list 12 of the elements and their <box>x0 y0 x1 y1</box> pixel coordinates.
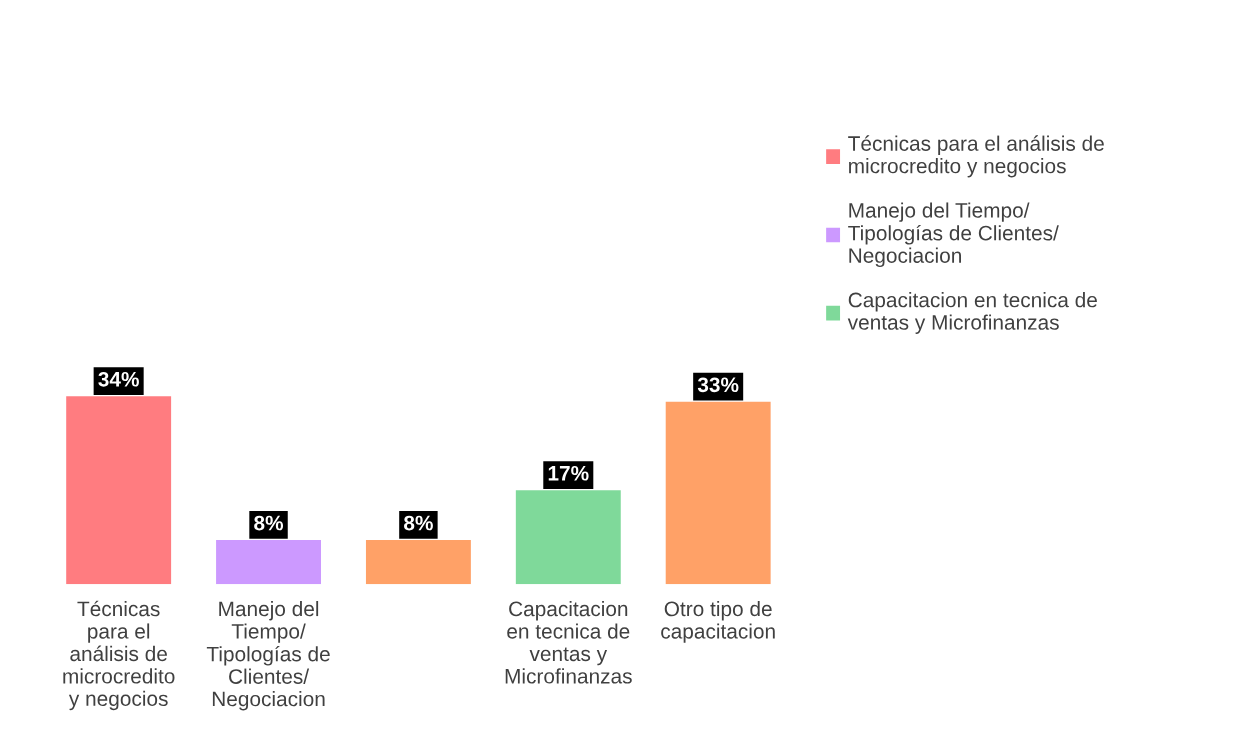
legend-label: Manejo del Tiempo/ Tipologías de Clientes/ Negociacion <box>848 202 1059 268</box>
x-tick-label: Otro tipo de capacitacion <box>661 600 775 643</box>
data-label: 34% <box>98 371 139 387</box>
x-tick-label: Manejo del Tiempo/ Tipologías de Clientes/ Negociacion <box>206 600 330 711</box>
data-label: 33% <box>697 377 739 393</box>
legend-label: Capacitacion en tecnica de ventas y Microfinanzas <box>847 292 1097 334</box>
data-label: 17% <box>548 465 589 481</box>
data-label: 8% <box>254 515 284 531</box>
data-label: 8% <box>404 515 433 531</box>
x-tick-label: Técnicas para el análisis de microcredito y negocios <box>63 600 175 711</box>
x-tick-label: Capacitacion en tecnica de ventas y Microfinanzas <box>505 600 632 684</box>
legend-label: Técnicas para el análisis de microcredito y negocios <box>848 135 1104 178</box>
